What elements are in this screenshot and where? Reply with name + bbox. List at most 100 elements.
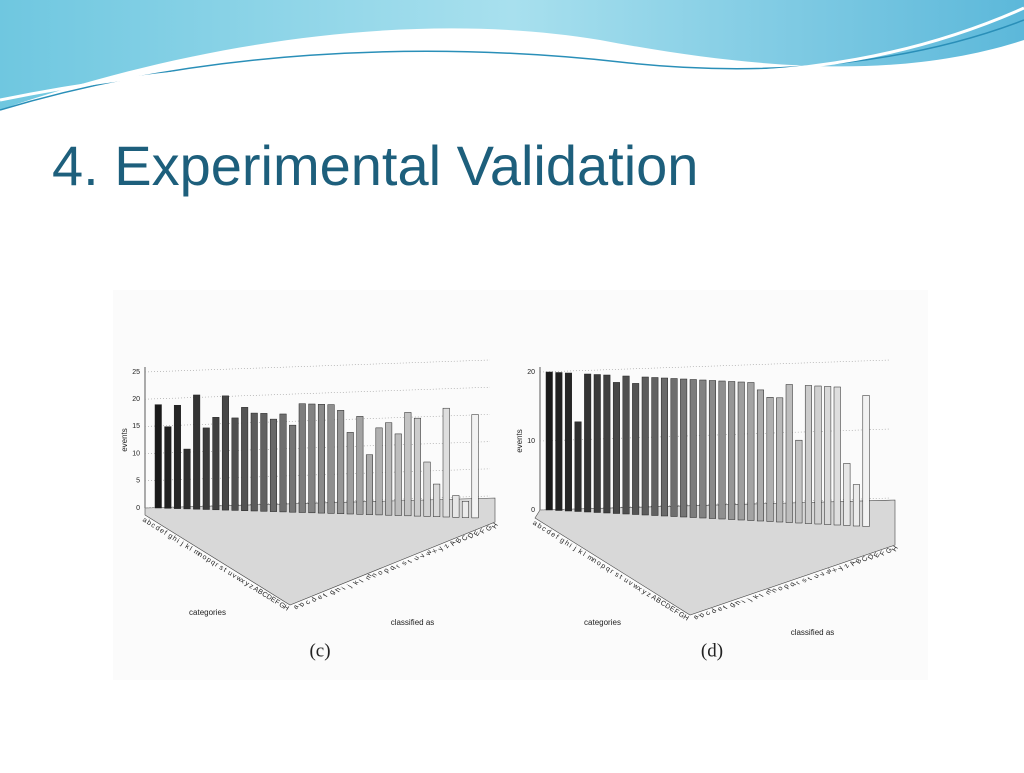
bar xyxy=(471,414,479,519)
y-tick-label: E xyxy=(269,596,277,605)
z-tick-label: 10 xyxy=(132,450,140,457)
bar xyxy=(394,433,402,516)
y-tick-label: n xyxy=(591,557,598,565)
y-tick-label: G xyxy=(677,611,685,620)
grid-line xyxy=(539,428,891,442)
grid-line xyxy=(539,497,891,511)
x-tick-label: C xyxy=(461,534,470,542)
bar xyxy=(452,495,460,518)
x-tick-label: z xyxy=(443,543,451,550)
y-tick-label: u xyxy=(622,577,629,585)
bar xyxy=(365,454,373,515)
floor xyxy=(144,497,496,606)
bar xyxy=(766,397,774,522)
y-axis-label: categories xyxy=(189,608,226,617)
bar xyxy=(193,394,201,510)
bar xyxy=(603,374,611,514)
bar xyxy=(776,397,784,523)
y-tick-label: u xyxy=(226,570,233,578)
x-tick-label: s xyxy=(801,577,809,584)
x-tick-label: m xyxy=(365,573,374,582)
x-tick-label: l xyxy=(359,579,366,584)
y-tick-label: s xyxy=(218,564,225,572)
bar xyxy=(660,377,668,517)
bar xyxy=(183,448,191,510)
y-tick-label: A xyxy=(252,585,260,594)
x-tick-label: c xyxy=(704,610,712,617)
bar xyxy=(651,377,659,516)
x-tick-label: r xyxy=(395,563,403,569)
y-tick-label: n xyxy=(197,551,204,559)
y-tick-label: e xyxy=(158,527,165,535)
bar xyxy=(356,416,364,515)
bar xyxy=(612,382,620,514)
bar xyxy=(337,410,345,514)
y-tick-label: h xyxy=(563,540,570,548)
y-tick-label: H xyxy=(682,614,690,623)
y-tick-label: B xyxy=(256,588,264,597)
z-tick-label: 20 xyxy=(132,396,140,403)
bar xyxy=(622,375,630,515)
bar xyxy=(833,386,841,526)
y-tick-label: q xyxy=(604,565,611,573)
x-tick-label: q xyxy=(389,565,397,572)
x-tick-label: q xyxy=(789,581,797,588)
bar xyxy=(433,483,441,517)
bar xyxy=(747,382,755,521)
bar xyxy=(317,404,325,514)
x-tick-label: j xyxy=(346,583,354,589)
y-tick-label: d xyxy=(154,525,161,533)
y-tick-label: t xyxy=(222,567,227,574)
z-axis-label: events xyxy=(120,428,129,452)
bar xyxy=(862,395,870,527)
y-tick-label: l xyxy=(581,551,586,558)
y-tick-label: h xyxy=(171,535,178,543)
bar xyxy=(545,371,553,511)
bar xyxy=(385,422,393,516)
x-tick-label: n xyxy=(371,572,379,579)
bar xyxy=(442,407,450,518)
x-tick-label: h xyxy=(334,587,342,594)
x-tick-label: k xyxy=(353,579,361,586)
header-line xyxy=(0,6,1024,102)
y-axis-label: categories xyxy=(584,618,621,627)
y-tick-label: B xyxy=(654,597,662,606)
y-tick-label: t xyxy=(618,574,623,581)
x-tick-label: d xyxy=(310,596,318,603)
y-tick-label: w xyxy=(631,582,641,592)
grid-line xyxy=(144,441,491,454)
x-tick-label: l xyxy=(759,593,766,598)
y-tick-label: G xyxy=(278,601,286,610)
bar xyxy=(632,383,640,515)
z-axis-label: events xyxy=(515,429,524,453)
x-tick-label: x xyxy=(831,567,839,574)
y-tick-label: k xyxy=(184,543,191,551)
x-axis-label: classified as xyxy=(391,618,435,627)
x-tick-label: t xyxy=(807,577,814,582)
y-tick-label: A xyxy=(650,594,658,603)
y-tick-label: k xyxy=(577,548,584,556)
x-tick-label: b xyxy=(698,612,706,619)
bar xyxy=(756,389,764,522)
x-tick-label: g xyxy=(728,602,736,609)
x-tick-label: y xyxy=(437,545,445,552)
bar xyxy=(708,380,716,519)
x-tick-label: r xyxy=(795,580,803,586)
bar xyxy=(641,376,649,516)
y-tick-label: f xyxy=(554,534,559,541)
y-tick-label: i xyxy=(175,538,180,545)
bar xyxy=(260,413,268,512)
y-tick-label: c xyxy=(150,522,157,530)
x-tick-label: a xyxy=(292,604,300,611)
header-line xyxy=(0,19,1024,111)
bar xyxy=(785,384,793,523)
bar xyxy=(574,421,582,512)
floor xyxy=(534,499,896,616)
y-tick-label: i xyxy=(568,543,573,550)
bar xyxy=(737,381,745,521)
y-tick-label: D xyxy=(265,593,273,602)
y-tick-label: x xyxy=(636,585,643,593)
y-tick-label: o xyxy=(595,560,602,568)
header-wave xyxy=(0,0,1024,110)
x-tick-label: A xyxy=(849,560,858,568)
